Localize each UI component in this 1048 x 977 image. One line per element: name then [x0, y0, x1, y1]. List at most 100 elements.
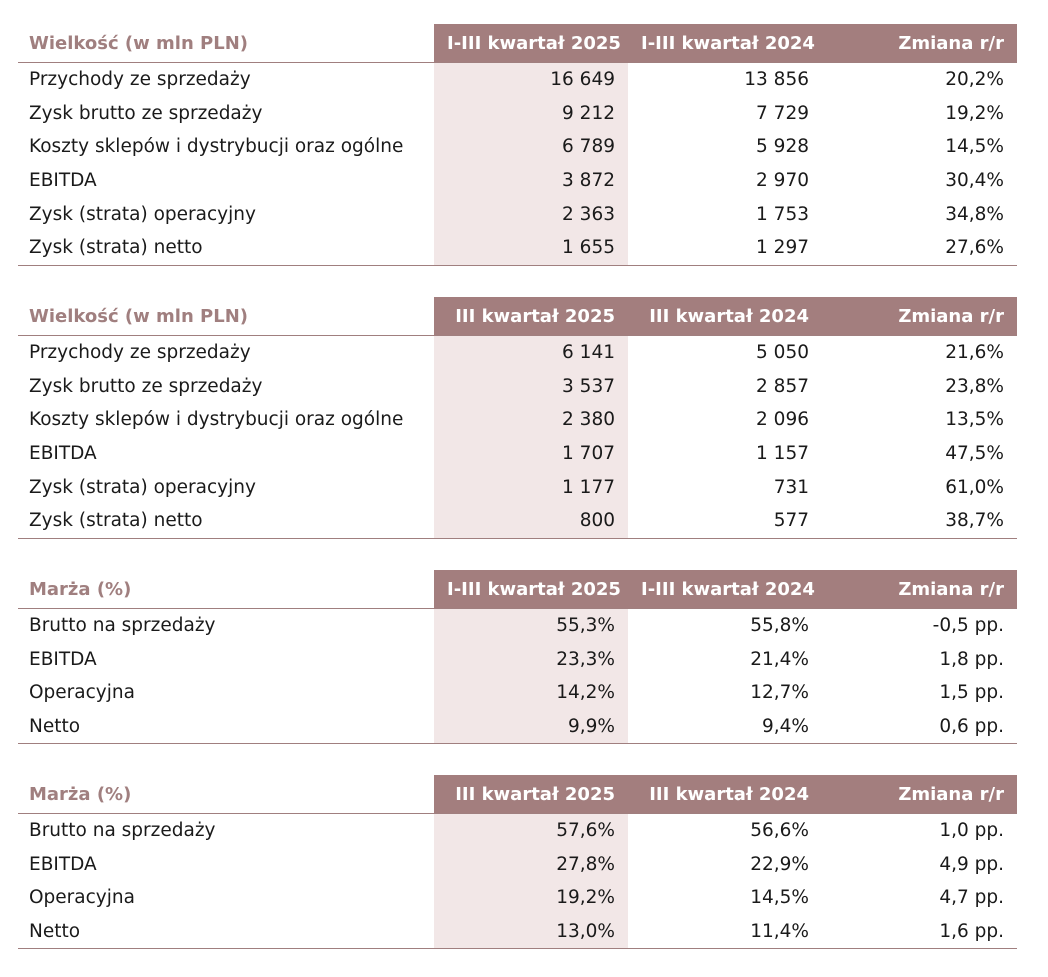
- row-label: Przychody ze sprzedaży: [29, 69, 251, 91]
- table-row: Zysk (strata) netto 800 577 38,7%: [18, 503, 1017, 539]
- row-label: EBITDA: [29, 170, 97, 192]
- previous-value: 11,4%: [628, 914, 822, 950]
- current-value: 23,3%: [434, 642, 628, 677]
- header-previous-period: I-III kwartał 2024: [628, 570, 822, 609]
- table-volume-quarter: Wielkość (w mln PLN) III kwartał 2025 II…: [18, 297, 1017, 539]
- change-value: 21,6%: [945, 342, 1004, 364]
- table-row: EBITDA 27,8% 22,9% 4,9 pp.: [18, 847, 1017, 882]
- previous-value: 1 297: [628, 230, 822, 266]
- previous-value: 577: [628, 503, 822, 539]
- change-value: 1,8 pp.: [939, 648, 1004, 670]
- row-label: Przychody ze sprzedaży: [29, 342, 251, 364]
- current-value: 9,9%: [434, 709, 628, 745]
- change-value: 1,6 pp.: [822, 914, 1017, 950]
- header-current-period: III kwartał 2025: [434, 297, 628, 336]
- previous-value: 13 856: [744, 69, 809, 91]
- current-value: 800: [434, 503, 628, 539]
- previous-value: 2 857: [756, 375, 809, 397]
- row-label: Netto: [18, 914, 434, 950]
- previous-value: 1 157: [756, 443, 809, 465]
- table-row: EBITDA 3 872 2 970 30,4%: [18, 163, 1017, 198]
- change-value: 4,7 pp.: [939, 887, 1004, 909]
- current-value: 2 380: [434, 403, 628, 437]
- table-row: Koszty sklepów i dystrybucji oraz ogólne…: [18, 403, 1017, 437]
- current-value: 6 789: [434, 130, 628, 164]
- table-margin-quarter: Marża (%) III kwartał 2025 III kwartał 2…: [18, 775, 1017, 950]
- change-value: 27,6%: [822, 230, 1017, 266]
- header-change: Zmiana r/r: [822, 297, 1017, 336]
- current-value: 19,2%: [434, 881, 628, 915]
- row-label: Brutto na sprzedaży: [29, 615, 216, 637]
- current-value: 55,3%: [434, 608, 628, 643]
- previous-value: 5 928: [756, 136, 809, 158]
- row-label: EBITDA: [29, 648, 97, 670]
- change-value: 47,5%: [945, 443, 1004, 465]
- previous-value: 14,5%: [750, 887, 809, 909]
- previous-value: 7 729: [756, 102, 809, 124]
- table-row: Przychody ze sprzedaży 6 141 5 050 21,6%: [18, 335, 1017, 370]
- change-value: 13,5%: [945, 409, 1004, 431]
- row-label: Zysk brutto ze sprzedaży: [29, 102, 263, 124]
- table-header-row: Wielkość (w mln PLN) I-III kwartał 2025 …: [18, 24, 1017, 63]
- change-value: 23,8%: [945, 375, 1004, 397]
- table-row: Zysk brutto ze sprzedaży 9 212 7 729 19,…: [18, 96, 1017, 131]
- row-label: EBITDA: [29, 853, 97, 875]
- table-header-row: Wielkość (w mln PLN) III kwartał 2025 II…: [18, 297, 1017, 336]
- current-value: 57,6%: [434, 813, 628, 848]
- current-value: 1 655: [434, 230, 628, 266]
- current-value: 1 177: [434, 470, 628, 504]
- row-label: Zysk (strata) netto: [18, 503, 434, 539]
- current-value: 9 212: [434, 96, 628, 131]
- table-row: Przychody ze sprzedaży 16 649 13 856 20,…: [18, 62, 1017, 97]
- row-label: Brutto na sprzedaży: [29, 820, 216, 842]
- table-row: Operacyjna 19,2% 14,5% 4,7 pp.: [18, 881, 1017, 915]
- table-row: Zysk (strata) operacyjny 2 363 1 753 34,…: [18, 197, 1017, 231]
- table-row: Zysk brutto ze sprzedaży 3 537 2 857 23,…: [18, 369, 1017, 404]
- current-value: 14,2%: [434, 676, 628, 710]
- table-volume-ytd: Wielkość (w mln PLN) I-III kwartał 2025 …: [18, 24, 1017, 266]
- previous-value: 2 096: [756, 409, 809, 431]
- previous-value: 21,4%: [750, 648, 809, 670]
- header-previous-period: III kwartał 2024: [628, 297, 822, 336]
- table-row: EBITDA 23,3% 21,4% 1,8 pp.: [18, 642, 1017, 677]
- row-label: Zysk (strata) netto: [18, 230, 434, 266]
- change-value: 0,6 pp.: [822, 709, 1017, 745]
- header-change: Zmiana r/r: [822, 24, 1017, 63]
- row-label: Koszty sklepów i dystrybucji oraz ogólne: [29, 409, 404, 431]
- current-value: 3 872: [434, 163, 628, 198]
- table-row: Zysk (strata) netto 1 655 1 297 27,6%: [18, 230, 1017, 266]
- change-value: 19,2%: [945, 102, 1004, 124]
- table-row: Brutto na sprzedaży 55,3% 55,8% -0,5 pp.: [18, 608, 1017, 643]
- previous-value: 56,6%: [750, 820, 809, 842]
- table-header-row: Marża (%) III kwartał 2025 III kwartał 2…: [18, 775, 1017, 814]
- change-value: 4,9 pp.: [939, 853, 1004, 875]
- table-row: Operacyjna 14,2% 12,7% 1,5 pp.: [18, 676, 1017, 710]
- row-label: EBITDA: [29, 443, 97, 465]
- previous-value: 2 970: [756, 170, 809, 192]
- previous-value: 5 050: [756, 342, 809, 364]
- row-label: Operacyjna: [29, 682, 135, 704]
- row-label: Netto: [18, 709, 434, 745]
- previous-value: 1 753: [756, 203, 809, 225]
- row-label: Zysk (strata) operacyjny: [29, 203, 256, 225]
- header-current-period: I-III kwartał 2025: [434, 570, 628, 609]
- change-value: 1,5 pp.: [939, 682, 1004, 704]
- change-value: 38,7%: [822, 503, 1017, 539]
- previous-value: 12,7%: [750, 682, 809, 704]
- table-row: EBITDA 1 707 1 157 47,5%: [18, 436, 1017, 471]
- row-label: Operacyjna: [29, 887, 135, 909]
- table-row: Brutto na sprzedaży 57,6% 56,6% 1,0 pp.: [18, 813, 1017, 848]
- change-value: 1,0 pp.: [939, 820, 1004, 842]
- table-row: Netto 13,0% 11,4% 1,6 pp.: [18, 914, 1017, 950]
- header-previous-period: I-III kwartał 2024: [628, 24, 822, 63]
- header-label: Wielkość (w mln PLN): [18, 24, 434, 63]
- previous-value: 22,9%: [750, 853, 809, 875]
- current-value: 6 141: [434, 335, 628, 370]
- current-value: 1 707: [434, 436, 628, 471]
- change-value: -0,5 pp.: [932, 615, 1004, 637]
- previous-value: 55,8%: [750, 615, 809, 637]
- row-label: Koszty sklepów i dystrybucji oraz ogólne: [29, 136, 404, 158]
- header-change: Zmiana r/r: [822, 570, 1017, 609]
- table-row: Zysk (strata) operacyjny 1 177 731 61,0%: [18, 470, 1017, 504]
